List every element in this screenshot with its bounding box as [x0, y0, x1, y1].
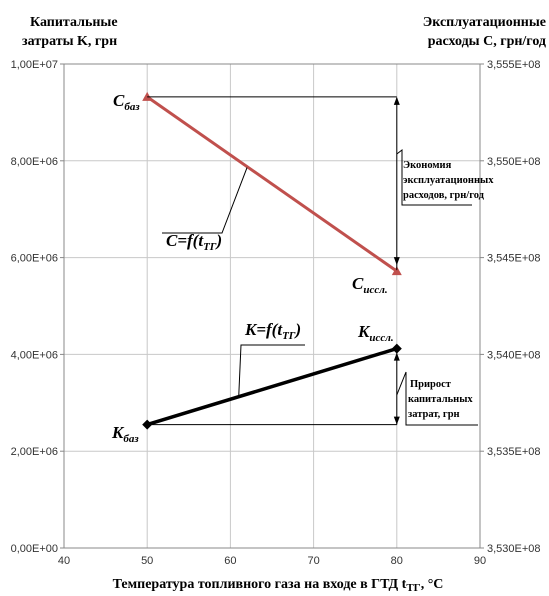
c-end-sub: иссл. [363, 284, 387, 296]
c-end-label: Cиссл. [352, 274, 388, 296]
k-end-sub: иссл. [369, 332, 393, 344]
c-func-sub: ТГ [203, 241, 217, 253]
economy-arrow-top [393, 96, 400, 105]
y-left-tick-label: 4,00E+06 [11, 349, 58, 361]
k-func-tail: ) [293, 320, 301, 339]
x-axis-title: Температура топливного газа на входе в Г… [113, 577, 444, 594]
k-start-label: Kбаз [111, 423, 139, 445]
y-left-tick-label: 2,00E+06 [11, 446, 58, 458]
increase-arrow-bottom [393, 416, 400, 425]
x-tick-label: 90 [474, 555, 486, 567]
increase-leader [396, 371, 478, 426]
y-right-tick-label: 3,555E+08 [487, 59, 541, 71]
c-start-label: Cбаз [113, 91, 140, 113]
y-right-tick-label: 3,540E+08 [487, 349, 541, 361]
k-function-label: K=f(tТГ) [244, 320, 301, 342]
left-axis-title-line1: Капитальные [30, 15, 118, 30]
economy-note-line3: расходов, грн/год [403, 190, 485, 201]
left-axis-title-line2: затраты K, грн [22, 34, 117, 49]
k-func-sub: ТГ [282, 330, 296, 342]
y-right-tick-label: 3,545E+08 [487, 253, 541, 265]
k-start-main: K [111, 423, 125, 442]
k-series-line [146, 346, 398, 427]
y-left-tick-label: 0,00E+00 [11, 543, 58, 555]
y-right-tick-label: 3,535E+08 [487, 446, 541, 458]
economy-arrow-bottom [393, 257, 400, 266]
y-right-tick-label: 3,550E+08 [487, 156, 541, 168]
series-layer [142, 91, 402, 430]
c-function-label: C=f(tТГ) [166, 231, 222, 253]
y-right-tick-label: 3,530E+08 [487, 543, 541, 555]
x-axis-title-unit: , °C [421, 577, 444, 592]
c-start-sub: баз [124, 101, 140, 113]
economy-note-line1: Экономия [403, 160, 452, 171]
increase-note-line3: затрат, грн [408, 409, 460, 420]
right-axis-title-line2: расходы C, грн/год [428, 34, 546, 49]
c-end-main: C [352, 274, 364, 293]
economy-leader [396, 148, 472, 206]
y-left-tick-label: 6,00E+06 [11, 253, 58, 265]
k-point-marker [391, 343, 402, 354]
k-function-leader [238, 344, 305, 397]
y-left-tick-label: 8,00E+06 [11, 156, 58, 168]
y-left-tick-label: 1,00E+07 [11, 59, 58, 71]
right-axis-title-line1: Эксплуатационные [423, 15, 546, 30]
plot-area-border [63, 63, 481, 549]
k-func-main: K=f(t [244, 320, 283, 339]
x-tick-label: 70 [307, 555, 319, 567]
c-function-leader [162, 167, 248, 234]
x-tick-label: 40 [58, 555, 70, 567]
c-point-marker [391, 266, 402, 276]
tick-labels: 40 50 60 70 80 90 0,00E+00 3,530E+08 2,00E+06 3,5… [11, 59, 541, 567]
c-series-line [146, 95, 398, 273]
c-start-main: C [113, 91, 125, 110]
increase-note-line2: капитальных [408, 394, 473, 405]
k-end-label: Kиссл. [357, 322, 394, 344]
x-tick-label: 80 [391, 555, 403, 567]
x-tick-label: 50 [141, 555, 153, 567]
grid [60, 63, 484, 549]
annotation-layer [147, 96, 478, 426]
c-func-main: C=f(t [166, 231, 204, 250]
k-start-sub: баз [123, 433, 139, 445]
c-func-tail: ) [214, 231, 222, 250]
k-end-main: K [357, 322, 371, 341]
economy-note-line2: эксплуатационных [403, 175, 494, 186]
x-axis-title-sub: ТГ [406, 582, 420, 594]
x-axis-title-main: Температура топливного газа на входе в Г… [113, 577, 407, 592]
x-tick-label: 60 [224, 555, 236, 567]
increase-note-line1: Прирост [410, 379, 452, 390]
increase-arrow-top [393, 352, 400, 361]
